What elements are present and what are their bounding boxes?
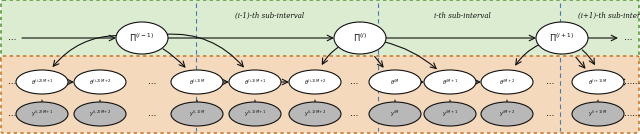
Ellipse shape xyxy=(171,102,223,126)
Text: i-th sub-interval: i-th sub-interval xyxy=(434,12,490,20)
Text: $y^{(i\text{-}1)M}$: $y^{(i\text{-}1)M}$ xyxy=(189,109,205,119)
Text: $\cdots$: $\cdots$ xyxy=(623,34,633,42)
Text: $y^{(i\text{-}1)M+2}$: $y^{(i\text{-}1)M+2}$ xyxy=(303,109,326,119)
Text: $y^{iM+1}$: $y^{iM+1}$ xyxy=(442,109,458,119)
Text: $\cdots$: $\cdots$ xyxy=(147,109,157,118)
Ellipse shape xyxy=(16,102,68,126)
Text: $\theta^{iM+2}$: $\theta^{iM+2}$ xyxy=(499,77,515,87)
Text: $\cdots$: $\cdots$ xyxy=(623,109,633,118)
Text: $\cdots$: $\cdots$ xyxy=(7,77,17,87)
Ellipse shape xyxy=(536,22,588,54)
Ellipse shape xyxy=(481,70,533,94)
Ellipse shape xyxy=(334,22,386,54)
Ellipse shape xyxy=(369,70,421,94)
Text: $y^{(i\text{-}1)M+1}$: $y^{(i\text{-}1)M+1}$ xyxy=(244,109,266,119)
Text: $\cdots$: $\cdots$ xyxy=(623,77,633,87)
Ellipse shape xyxy=(74,102,126,126)
Ellipse shape xyxy=(16,70,68,94)
FancyBboxPatch shape xyxy=(1,0,639,61)
Ellipse shape xyxy=(74,70,126,94)
Text: $\theta^{(i\text{-}2)M+2}$: $\theta^{(i\text{-}2)M+2}$ xyxy=(88,77,111,87)
Text: $\cdots$: $\cdots$ xyxy=(7,109,17,118)
Text: $\cdots$: $\cdots$ xyxy=(349,109,358,118)
Text: $\theta^{(i\text{-}1)M+2}$: $\theta^{(i\text{-}1)M+2}$ xyxy=(303,77,326,87)
Text: $\theta^{iM+1}$: $\theta^{iM+1}$ xyxy=(442,77,458,87)
Text: $y^{iM+2}$: $y^{iM+2}$ xyxy=(499,109,515,119)
Text: $\cdots$: $\cdots$ xyxy=(349,77,358,87)
Text: $\cdots$: $\cdots$ xyxy=(631,77,640,87)
Text: $\theta^{(i\text{-}2)M+1}$: $\theta^{(i\text{-}2)M+1}$ xyxy=(31,77,54,87)
Text: $\Pi^{(i)}$: $\Pi^{(i)}$ xyxy=(353,32,367,44)
Text: $\theta^{(i+1)M}$: $\theta^{(i+1)M}$ xyxy=(588,77,608,87)
Ellipse shape xyxy=(572,102,624,126)
Text: $\theta^{iM}$: $\theta^{iM}$ xyxy=(390,77,400,87)
Text: $\cdots$: $\cdots$ xyxy=(147,77,157,87)
Ellipse shape xyxy=(289,102,341,126)
Text: $y^{iM}$: $y^{iM}$ xyxy=(390,109,400,119)
Text: $\theta^{(i\text{-}1)M}$: $\theta^{(i\text{-}1)M}$ xyxy=(189,77,205,87)
Text: $\cdots$: $\cdots$ xyxy=(631,109,640,118)
Ellipse shape xyxy=(424,70,476,94)
FancyBboxPatch shape xyxy=(1,56,639,133)
Ellipse shape xyxy=(229,102,281,126)
Ellipse shape xyxy=(229,70,281,94)
Ellipse shape xyxy=(171,70,223,94)
Ellipse shape xyxy=(116,22,168,54)
Text: $\cdots$: $\cdots$ xyxy=(545,109,555,118)
Ellipse shape xyxy=(369,102,421,126)
Text: $\cdots$: $\cdots$ xyxy=(7,34,17,42)
Ellipse shape xyxy=(424,102,476,126)
Text: $\Pi^{(i+1)}$: $\Pi^{(i+1)}$ xyxy=(550,32,575,44)
Ellipse shape xyxy=(572,70,624,94)
Text: $y^{(i+1)M}$: $y^{(i+1)M}$ xyxy=(588,109,607,119)
Text: $y^{(i\text{-}2)M+2}$: $y^{(i\text{-}2)M+2}$ xyxy=(88,109,111,119)
Text: (i+1)-th sub-interval: (i+1)-th sub-interval xyxy=(578,12,640,20)
Text: $\cdots$: $\cdots$ xyxy=(545,77,555,87)
Text: $y^{(i\text{-}2)M+1}$: $y^{(i\text{-}2)M+1}$ xyxy=(31,109,53,119)
Text: $\theta^{(i\text{-}1)M+1}$: $\theta^{(i\text{-}1)M+1}$ xyxy=(244,77,266,87)
Text: $\Pi^{(i-1)}$: $\Pi^{(i-1)}$ xyxy=(129,32,154,44)
Ellipse shape xyxy=(481,102,533,126)
Text: (i-1)-th sub-interval: (i-1)-th sub-interval xyxy=(236,12,305,20)
Ellipse shape xyxy=(289,70,341,94)
